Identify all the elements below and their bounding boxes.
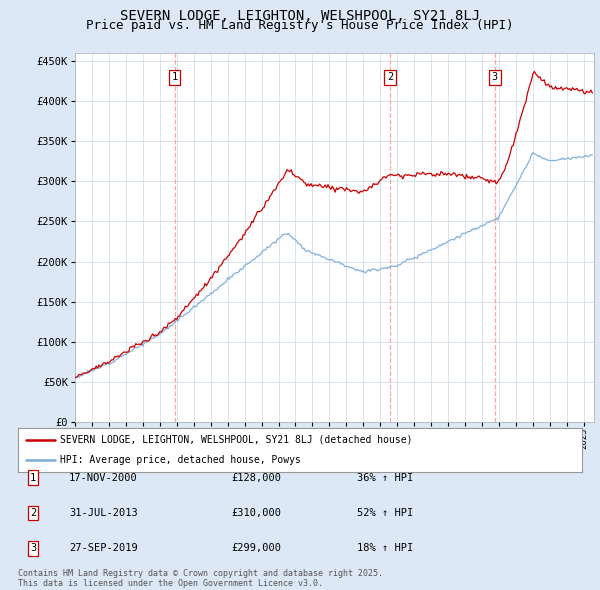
Text: £128,000: £128,000	[231, 473, 281, 483]
Text: 2: 2	[387, 73, 393, 82]
Text: 18% ↑ HPI: 18% ↑ HPI	[357, 543, 413, 553]
Text: SEVERN LODGE, LEIGHTON, WELSHPOOL, SY21 8LJ: SEVERN LODGE, LEIGHTON, WELSHPOOL, SY21 …	[120, 9, 480, 23]
Text: SEVERN LODGE, LEIGHTON, WELSHPOOL, SY21 8LJ (detached house): SEVERN LODGE, LEIGHTON, WELSHPOOL, SY21 …	[60, 435, 413, 445]
Text: 1: 1	[172, 73, 178, 82]
Text: 3: 3	[30, 543, 36, 553]
Text: 27-SEP-2019: 27-SEP-2019	[69, 543, 138, 553]
Text: Contains HM Land Registry data © Crown copyright and database right 2025.
This d: Contains HM Land Registry data © Crown c…	[18, 569, 383, 588]
Text: £299,000: £299,000	[231, 543, 281, 553]
Text: 31-JUL-2013: 31-JUL-2013	[69, 508, 138, 518]
Text: 17-NOV-2000: 17-NOV-2000	[69, 473, 138, 483]
Text: £310,000: £310,000	[231, 508, 281, 518]
Text: 36% ↑ HPI: 36% ↑ HPI	[357, 473, 413, 483]
Text: 1: 1	[30, 473, 36, 483]
Text: 52% ↑ HPI: 52% ↑ HPI	[357, 508, 413, 518]
Text: Price paid vs. HM Land Registry's House Price Index (HPI): Price paid vs. HM Land Registry's House …	[86, 19, 514, 32]
Text: HPI: Average price, detached house, Powys: HPI: Average price, detached house, Powy…	[60, 455, 301, 465]
Text: 3: 3	[491, 73, 498, 82]
Text: 2: 2	[30, 508, 36, 518]
